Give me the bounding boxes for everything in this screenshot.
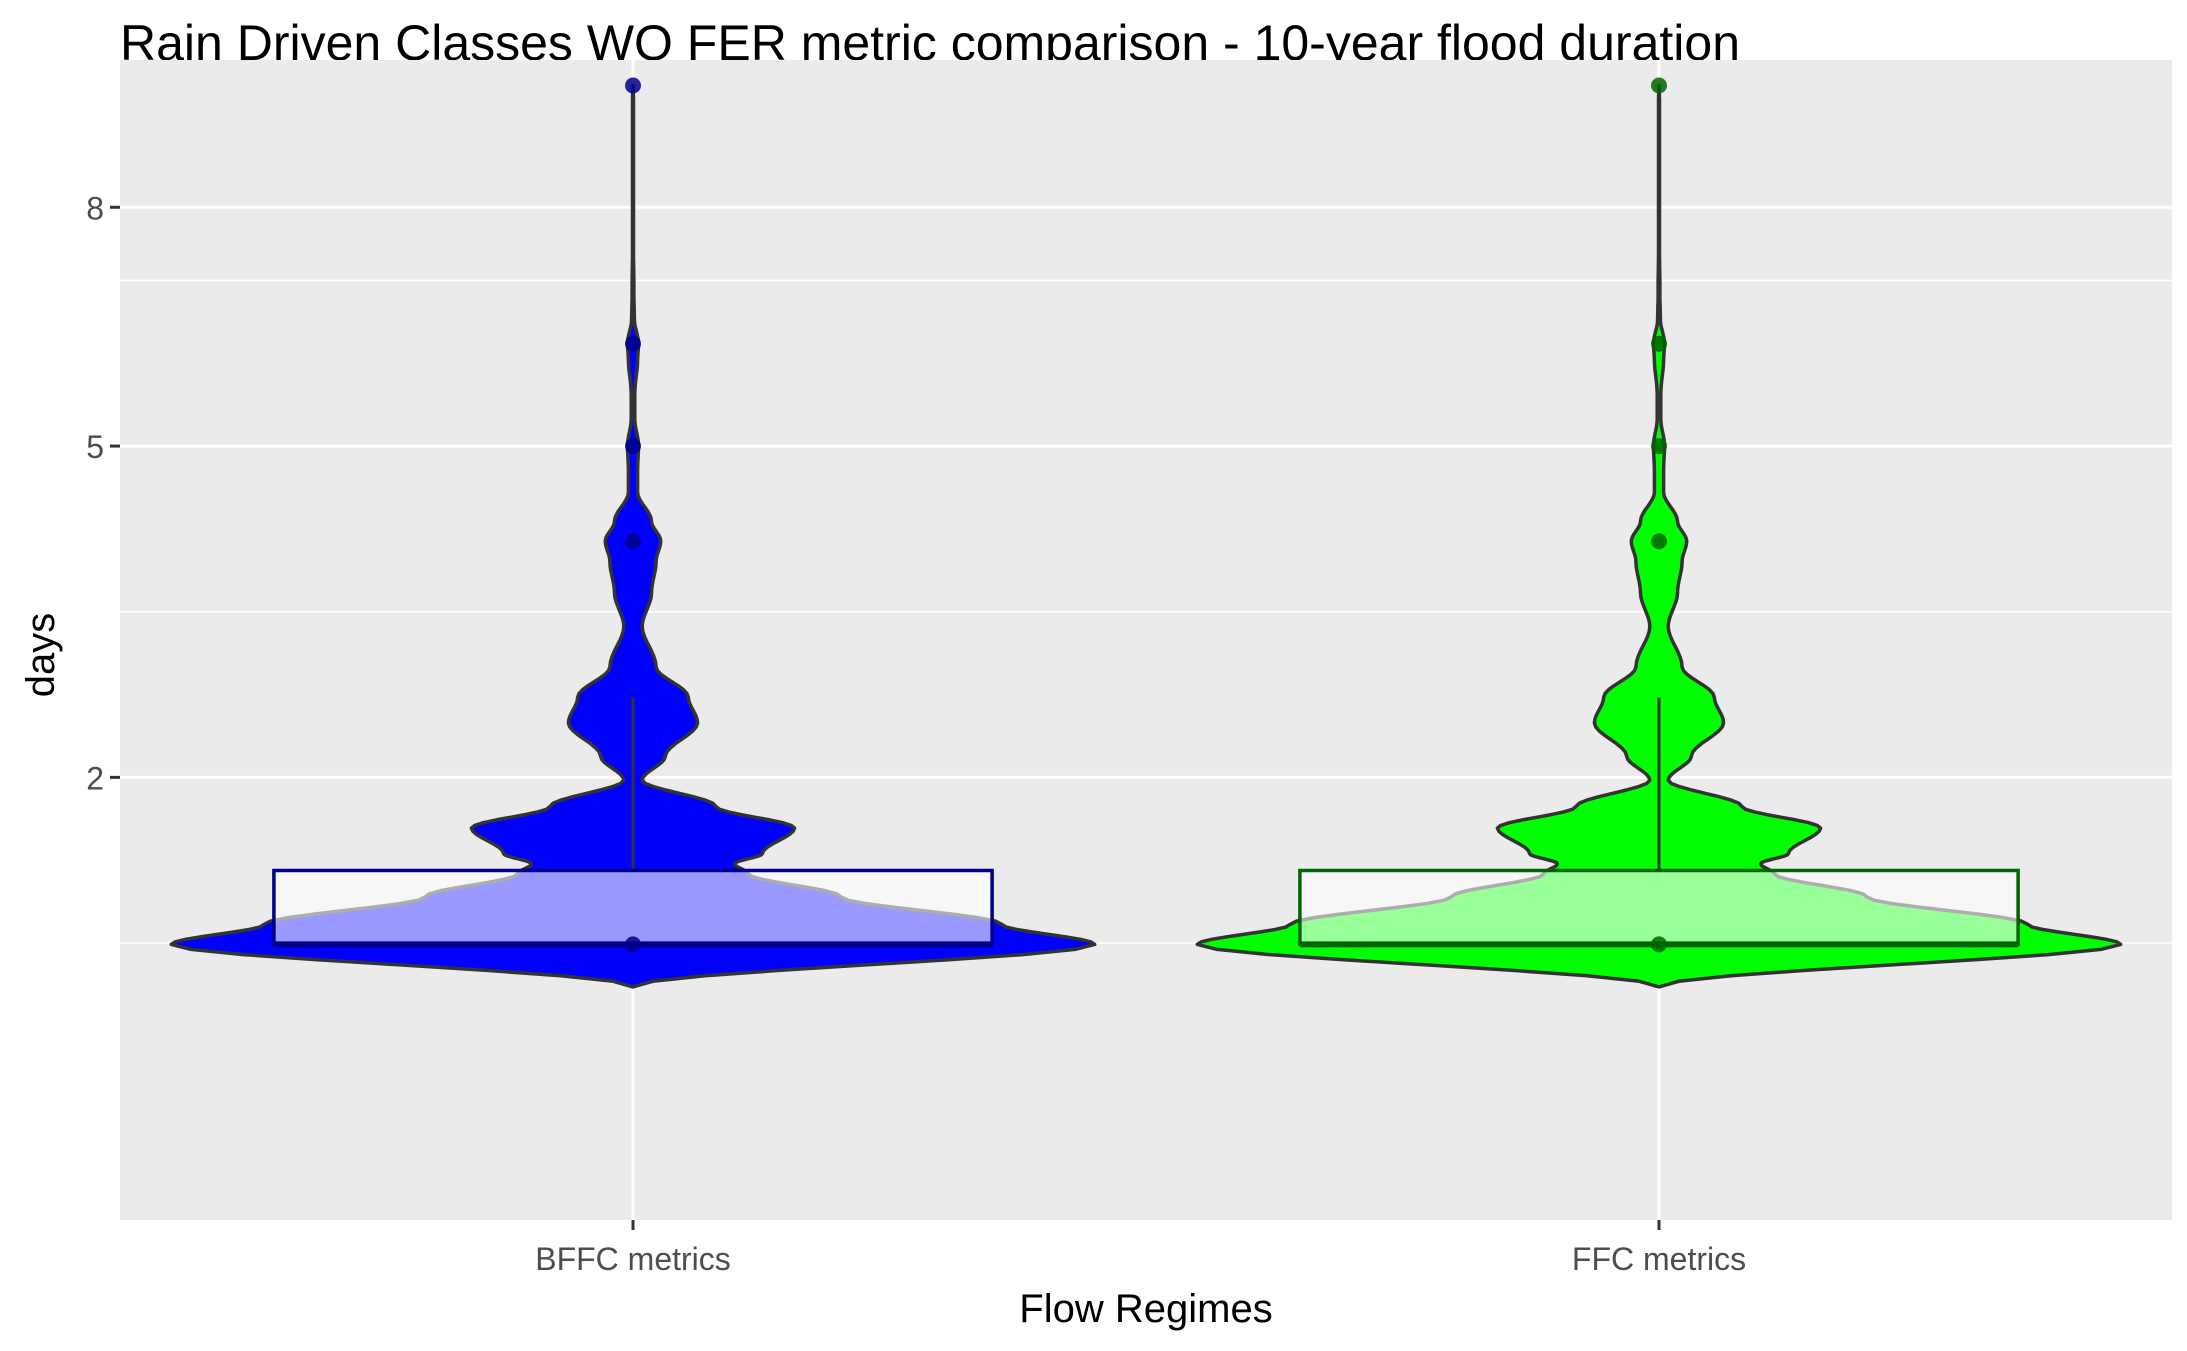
y-axis-title: days <box>19 613 63 698</box>
box-body <box>1298 868 2020 947</box>
data-point <box>625 936 641 953</box>
data-point <box>1651 438 1667 455</box>
violin-group <box>169 77 1097 989</box>
y-tick-label: 8 <box>86 190 104 226</box>
x-tick-label: FFC metrics <box>1572 1241 1746 1277</box>
data-point <box>625 438 641 455</box>
data-point <box>625 77 641 94</box>
data-point <box>625 335 641 352</box>
y-tick-label: 2 <box>86 760 104 796</box>
data-point <box>1651 936 1667 953</box>
violin-group <box>1195 77 2123 989</box>
data-point <box>1651 533 1667 550</box>
data-point <box>625 533 641 550</box>
plot-panel <box>120 60 2172 1220</box>
data-point <box>1651 335 1667 352</box>
box-body <box>272 868 994 947</box>
x-tick-label: BFFC metrics <box>535 1241 731 1277</box>
violins <box>169 77 2123 989</box>
x-axis-title: Flow Regimes <box>1019 1287 1272 1331</box>
axes: 2 5 8 BFFC metrics FFC metrics <box>86 190 1746 1277</box>
y-tick-label: 5 <box>86 429 104 465</box>
data-point <box>1651 77 1667 94</box>
